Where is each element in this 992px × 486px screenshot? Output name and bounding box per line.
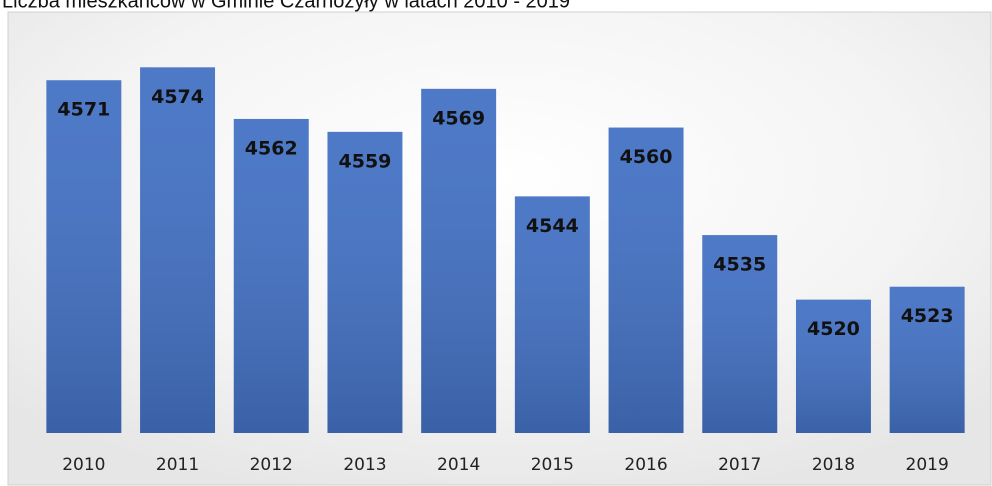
bar-shade <box>327 131 403 433</box>
data-label: 4560 <box>620 146 673 168</box>
bar-shade <box>233 118 309 434</box>
chart-title: Liczba mieszkańców w Gminie Czarnożyły w… <box>2 0 570 12</box>
data-label: 4520 <box>807 318 860 340</box>
data-label: 4535 <box>713 254 766 276</box>
data-label: 4544 <box>526 215 579 237</box>
data-label: 4523 <box>901 305 954 327</box>
x-tick-label: 2018 <box>812 455 855 475</box>
x-tick-label: 2011 <box>156 455 199 475</box>
x-tick-label: 2010 <box>62 455 105 475</box>
data-label: 4571 <box>57 99 110 121</box>
bar-shade <box>46 80 122 434</box>
bar-shade <box>889 286 965 433</box>
x-tick-label: 2015 <box>531 455 574 475</box>
data-label: 4559 <box>339 150 392 172</box>
bar-shade <box>702 235 778 433</box>
x-tick-label: 2017 <box>718 455 761 475</box>
x-tick-label: 2012 <box>250 455 293 475</box>
bar-shade <box>608 127 684 433</box>
data-label: 4569 <box>432 107 485 129</box>
x-tick-label: 2014 <box>437 455 480 475</box>
x-tick-label: 2013 <box>343 455 386 475</box>
bar-shade <box>140 67 216 434</box>
x-tick-label: 2019 <box>906 455 949 475</box>
bar-shade <box>795 299 871 433</box>
data-label: 4562 <box>245 137 298 159</box>
data-label: 4574 <box>151 86 204 108</box>
bar-shade <box>421 88 497 433</box>
x-tick-label: 2016 <box>624 455 667 475</box>
bar-shade <box>514 196 590 433</box>
